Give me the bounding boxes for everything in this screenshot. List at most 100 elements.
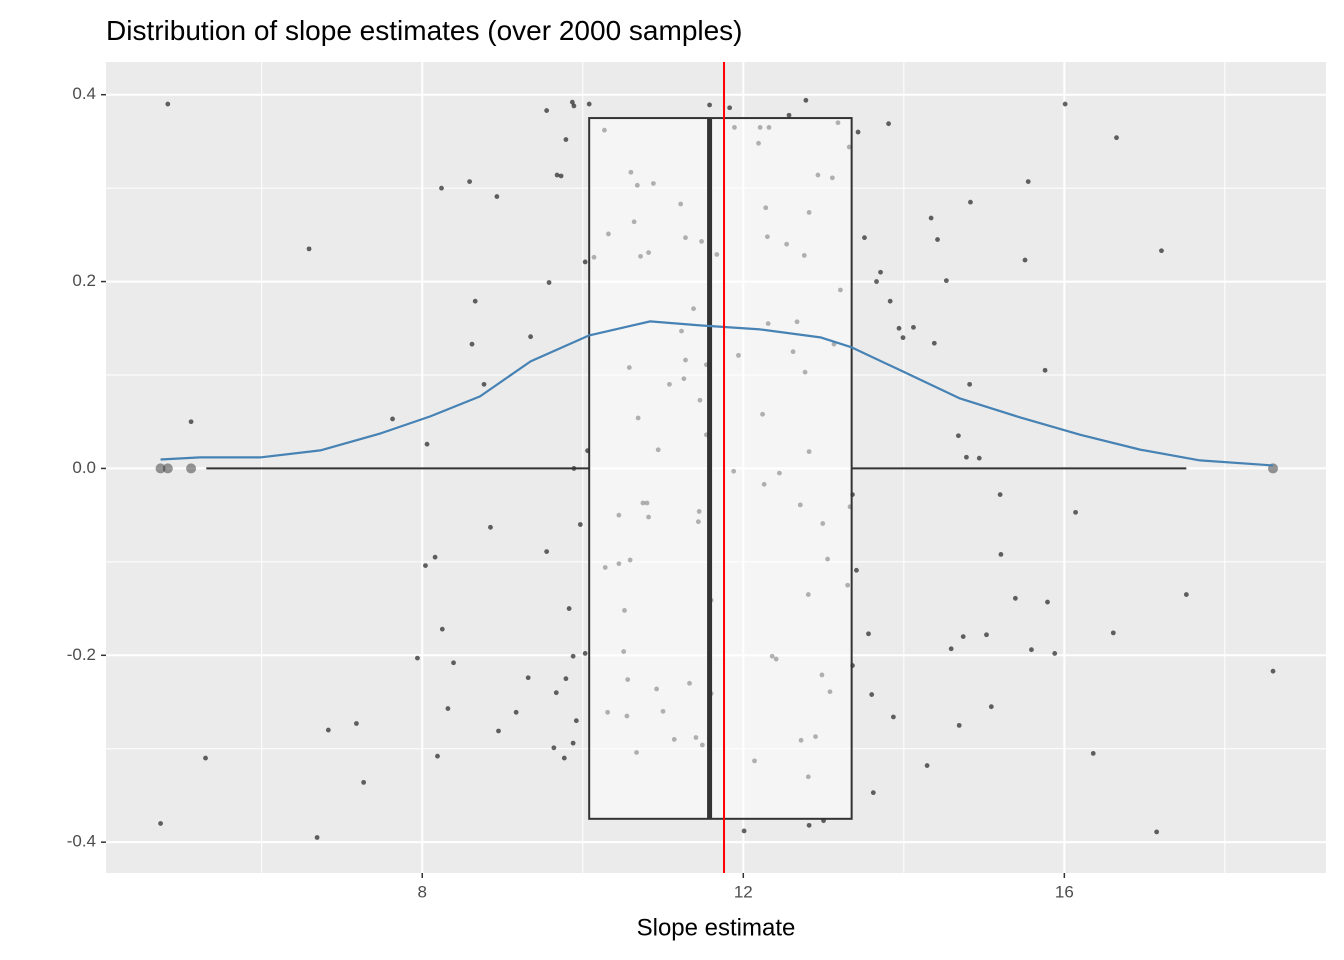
jitter-point [741,828,747,834]
jitter-point [1045,599,1050,605]
y-tick-label: 0.0 [72,458,96,477]
jitter-point [472,298,478,304]
jitter-point [582,651,588,656]
jitter-point [786,112,792,118]
x-axis-title: Slope estimate [637,914,796,941]
jitter-point [361,779,367,785]
jitter-point [188,419,194,425]
jitter-point [546,280,552,285]
jitter-point [563,676,569,682]
jitter-point [544,108,550,113]
jitter-point [869,692,875,697]
jitter-point [314,835,320,840]
jitter-point [467,179,472,184]
jitter-point [1159,248,1164,254]
jitter-point [866,631,871,637]
jitter-point [554,172,560,178]
jitter-point [870,790,876,796]
y-tick-label: 0.2 [72,271,96,290]
jitter-point [566,606,572,611]
jitter-point [956,722,962,728]
jitter-point [573,718,579,724]
jitter-point [855,129,861,135]
chart-title: Distribution of slope estimates (over 20… [106,15,743,46]
jitter-point [886,121,891,127]
jitter-point [439,185,444,191]
jitter-point [896,325,902,331]
jitter-point [544,549,550,554]
jitter-point [874,279,879,284]
y-tick-label: -0.2 [67,645,96,664]
jitter-point [325,727,331,733]
jitter-point [415,655,420,661]
y-tick-label: -0.4 [67,832,96,851]
x-tick-label: 12 [734,882,753,901]
jitter-point [1012,595,1018,601]
jitter-point [1042,367,1048,373]
jitter-point [964,454,969,460]
jitter-point [203,755,208,761]
jitter-point [558,173,564,179]
jitter-point [582,259,588,265]
jitter-point [1029,647,1034,653]
jitter-point [354,721,359,726]
jitter-point [445,706,451,711]
jitter-point [571,103,577,109]
jitter-point [563,137,569,142]
jitter-point [551,745,557,751]
jitter-point [306,246,312,252]
jitter-point [862,235,867,241]
jitter-point [887,298,893,304]
x-tick-label: 8 [418,882,427,901]
jitter-point [967,381,973,387]
jitter-point [165,101,171,107]
jitter-point [727,105,733,111]
jitter-point [998,551,1004,557]
jitter-point [955,433,961,439]
jitter-point [569,99,575,105]
jitter-point [900,335,906,341]
jitter-point [158,821,163,826]
jitter-point [424,441,430,447]
jitter-point [928,215,934,221]
jitter-point [586,101,592,107]
jitter-point [984,632,989,638]
jitter-point [803,97,809,103]
jitter-point [890,714,896,720]
jitter-point [513,709,519,715]
y-tick-label: 0.4 [72,84,96,103]
jitter-point [451,660,456,666]
x-tick-label: 16 [1055,882,1074,901]
jitter-point [1114,135,1119,141]
jitter-point [707,102,712,108]
jitter-point [1073,509,1078,515]
jitter-point [948,646,954,652]
jitter-point [943,278,949,284]
jitter-point [1183,592,1189,597]
jitter-point [1025,179,1031,184]
jitter-point [1090,751,1096,756]
jitter-point [1052,651,1058,656]
jitter-point [935,237,940,242]
jitter-point [988,704,994,710]
jitter-point [528,334,533,340]
density-curve [160,320,1274,467]
jitter-point [960,634,966,640]
jitter-point [432,554,438,560]
jitter-point [496,728,501,734]
jitter-point [1022,257,1028,263]
jitter-point [423,563,428,569]
jitter-point [439,626,445,632]
outlier [186,463,197,474]
jitter-point [570,653,576,659]
jitter-point [469,341,475,347]
jitter-point [968,199,973,205]
jitter-point [570,740,576,746]
jitter-point [997,492,1003,497]
jitter-point [481,381,487,387]
jitter-point [976,455,982,461]
jitter-point [561,755,567,761]
jitter-point [488,524,493,530]
jitter-point [435,753,440,759]
